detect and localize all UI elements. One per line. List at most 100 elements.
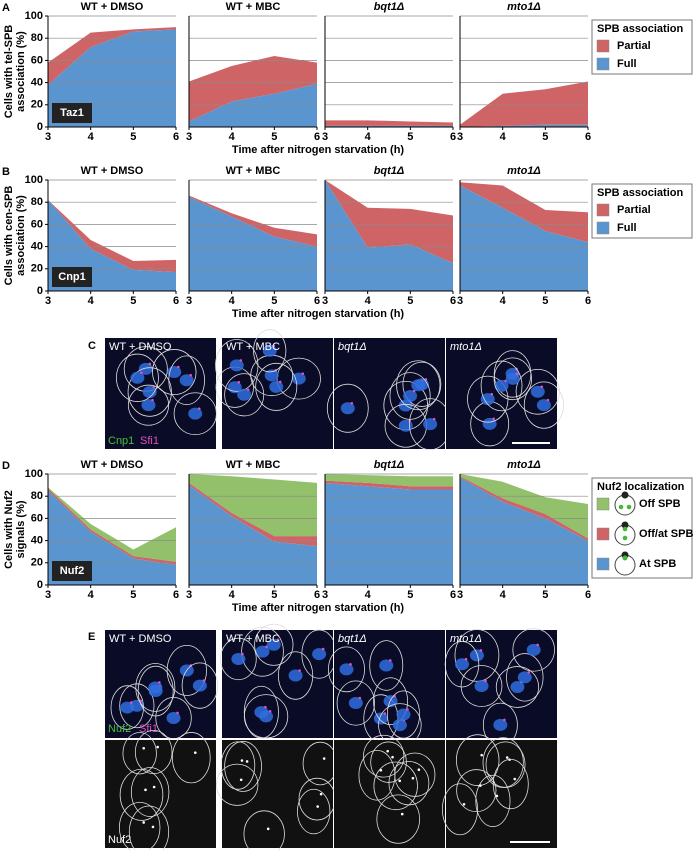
nucleus bbox=[505, 372, 520, 385]
x-tick-label: 5 bbox=[542, 295, 548, 307]
legend-label: Partial bbox=[617, 204, 651, 216]
spot bbox=[406, 708, 409, 711]
image bbox=[105, 338, 216, 449]
legend-swatch bbox=[596, 557, 610, 571]
area bbox=[48, 199, 176, 273]
spot bbox=[462, 802, 466, 806]
y-tick-label: 0 bbox=[37, 121, 43, 133]
x-tick-label: 3 bbox=[45, 295, 51, 307]
legend-label: Off/at SPB bbox=[639, 528, 693, 540]
image bbox=[105, 740, 216, 848]
x-tick-label: 3 bbox=[457, 295, 463, 307]
nucleus bbox=[166, 711, 181, 724]
spot bbox=[148, 362, 152, 366]
x-tick-label: 6 bbox=[173, 295, 179, 307]
area bbox=[460, 474, 588, 539]
nucleus bbox=[231, 652, 246, 665]
nucleus bbox=[454, 658, 469, 671]
x-tick-label: 3 bbox=[457, 589, 463, 601]
cell-outline bbox=[475, 774, 511, 827]
area bbox=[460, 476, 588, 541]
image-label: WT + MBC bbox=[226, 633, 280, 645]
spot bbox=[239, 778, 243, 782]
spot bbox=[241, 652, 244, 656]
stain-label: Sfi1 bbox=[140, 435, 159, 447]
nucleus bbox=[480, 393, 495, 406]
spot bbox=[158, 681, 161, 684]
spot bbox=[298, 669, 301, 672]
area bbox=[325, 480, 453, 490]
area bbox=[325, 180, 453, 291]
cell-outline bbox=[224, 741, 262, 792]
spot bbox=[388, 659, 392, 662]
spot bbox=[152, 785, 156, 789]
legend-swatch bbox=[596, 527, 610, 541]
spb-icon bbox=[621, 491, 629, 499]
dot-icon bbox=[622, 526, 628, 532]
legend-label: At SPB bbox=[639, 558, 676, 570]
x-tick-label: 5 bbox=[271, 131, 277, 143]
stain-label: Nuf2 bbox=[108, 723, 131, 735]
image-label: bqt1Δ bbox=[338, 341, 367, 353]
spot bbox=[129, 701, 133, 704]
spot bbox=[152, 385, 156, 389]
legend-title: Nuf2 localization bbox=[597, 481, 685, 493]
spot bbox=[322, 757, 326, 760]
spot bbox=[412, 389, 416, 393]
cell-outline bbox=[152, 349, 197, 396]
cell-outline bbox=[220, 637, 257, 681]
x-tick-label: 4 bbox=[229, 295, 236, 307]
spot bbox=[151, 825, 155, 829]
cell-outline bbox=[326, 383, 369, 433]
area bbox=[48, 487, 176, 562]
y-tick-label: 80 bbox=[31, 32, 43, 44]
chart-title: WT + MBC bbox=[226, 459, 281, 471]
x-tick-label: 6 bbox=[585, 295, 591, 307]
y-tick-label: 80 bbox=[31, 490, 43, 502]
chart-title: WT + MBC bbox=[226, 1, 281, 13]
cell-outline bbox=[119, 768, 164, 821]
nucleus bbox=[192, 679, 207, 692]
y-axis-label: association (%) bbox=[15, 31, 27, 112]
cell-outline bbox=[243, 694, 289, 739]
nucleus bbox=[474, 680, 489, 693]
cell-outline bbox=[118, 802, 161, 850]
y-tick-label: 100 bbox=[25, 10, 43, 22]
cell-outline bbox=[181, 662, 219, 709]
spot bbox=[151, 398, 154, 402]
x-tick-label: 6 bbox=[314, 589, 320, 601]
cell-outline bbox=[130, 767, 170, 817]
spot bbox=[411, 776, 415, 780]
cell-outline bbox=[386, 690, 421, 739]
x-tick-label: 4 bbox=[88, 295, 95, 307]
x-tick-label: 3 bbox=[322, 131, 328, 143]
x-tick-label: 3 bbox=[45, 589, 51, 601]
spot bbox=[490, 392, 494, 396]
spot bbox=[379, 768, 383, 772]
spot bbox=[484, 679, 487, 683]
y-axis-label: Cells with tel-SPB bbox=[3, 25, 15, 119]
spot bbox=[505, 756, 509, 759]
chart-title: WT + DMSO bbox=[81, 459, 144, 471]
y-tick-label: 0 bbox=[37, 579, 43, 591]
y-axis-label: association (%) bbox=[15, 195, 27, 276]
y-tick-label: 40 bbox=[31, 77, 43, 89]
stain-label: Sfi1 bbox=[139, 723, 158, 735]
cell-outline bbox=[241, 626, 284, 677]
x-axis-label: Time after nitrogen starvation (h) bbox=[232, 144, 404, 156]
y-tick-label: 40 bbox=[31, 535, 43, 547]
nucleus bbox=[255, 645, 270, 658]
cell-outline bbox=[515, 368, 560, 415]
spot bbox=[546, 398, 550, 402]
nucleus bbox=[266, 638, 281, 651]
y-tick-label: 80 bbox=[31, 196, 43, 208]
nucleus bbox=[229, 359, 244, 372]
x-tick-label: 5 bbox=[407, 589, 413, 601]
legend-swatch bbox=[596, 497, 610, 511]
cell-outline bbox=[224, 373, 265, 417]
cell-outline bbox=[336, 680, 375, 726]
spot bbox=[245, 760, 249, 763]
x-tick-label: 4 bbox=[500, 295, 507, 307]
cell-outline bbox=[135, 663, 176, 712]
